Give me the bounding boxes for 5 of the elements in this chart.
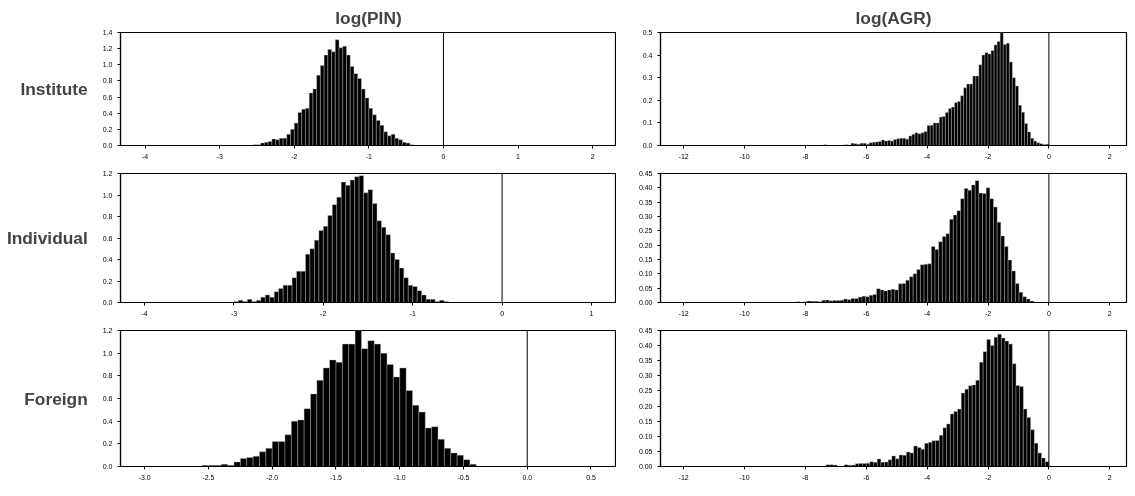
y-axis-title: Institute [20,79,89,99]
y-axis-title: Foreign [24,388,88,409]
y-axis-title: Individual [6,228,88,248]
chart-title: log(AGR) [855,7,932,28]
chart-title: log(PIN) [335,7,402,28]
